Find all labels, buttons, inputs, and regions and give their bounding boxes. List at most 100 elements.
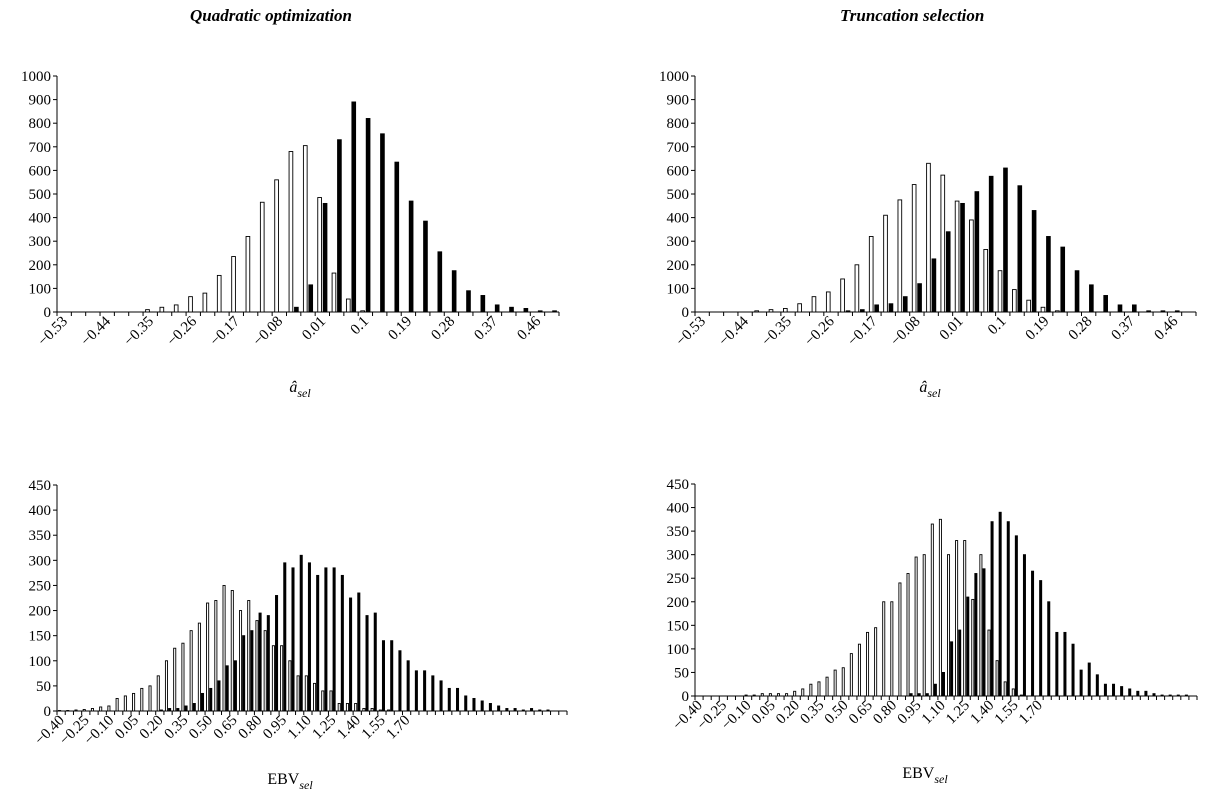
x-tick-label: 0.65 xyxy=(211,713,241,743)
bar-white xyxy=(897,199,903,313)
bar-white xyxy=(230,590,234,712)
bar-black xyxy=(1152,693,1156,697)
bar-black xyxy=(974,573,978,697)
bar-white xyxy=(231,256,236,313)
bar-black xyxy=(1112,683,1116,697)
bar-black xyxy=(439,680,443,712)
y-tick-label: 100 xyxy=(667,642,690,658)
bar-white xyxy=(216,274,222,313)
bar-black xyxy=(513,708,517,712)
bar-white xyxy=(321,690,325,712)
bar-white xyxy=(329,690,333,712)
bar-white xyxy=(214,600,218,712)
x-tick-label: 0.1 xyxy=(985,314,1010,339)
bar-black xyxy=(472,697,476,712)
bar-white xyxy=(107,705,111,712)
bar-black xyxy=(168,708,172,712)
bar-black xyxy=(1120,686,1124,697)
x-tick-label: 0.50 xyxy=(822,698,852,728)
bar-white xyxy=(370,708,374,712)
bar-black xyxy=(373,612,377,712)
bar-white xyxy=(188,296,193,313)
x-tick-label: 0.19 xyxy=(385,314,415,344)
bar-black xyxy=(1095,674,1099,697)
bar-black xyxy=(192,703,196,712)
bar-white xyxy=(302,145,308,313)
bar-black xyxy=(530,708,534,712)
bar-black xyxy=(275,595,279,712)
bar-white xyxy=(274,179,279,313)
bar-white xyxy=(247,600,251,712)
bar-white xyxy=(255,620,259,712)
bar-white xyxy=(99,706,103,712)
x-tick-label: −0.35 xyxy=(121,314,157,350)
x-tick-label: 0.37 xyxy=(1109,313,1139,343)
x-tick-label: 1.70 xyxy=(1016,698,1046,728)
bar-black xyxy=(1146,310,1151,313)
bar-black xyxy=(523,308,529,313)
x-tick-label: 0.20 xyxy=(137,713,167,743)
bar-white xyxy=(313,682,317,712)
bar-white xyxy=(140,687,144,712)
y-tick-label: 800 xyxy=(29,116,52,132)
bar-white xyxy=(825,676,829,697)
bar-black xyxy=(1079,669,1083,697)
bar-white xyxy=(222,584,226,712)
bar-black xyxy=(950,641,954,697)
bar-white xyxy=(296,675,300,712)
bar-white xyxy=(906,573,910,697)
bar-black xyxy=(283,562,287,712)
y-tick-label: 700 xyxy=(29,140,52,156)
bar-white xyxy=(911,184,917,313)
y-tick-label: 0 xyxy=(682,689,690,705)
x-tick-label: 0.46 xyxy=(514,313,544,343)
bar-black xyxy=(294,306,299,313)
x-tick-label: 1.40 xyxy=(334,713,364,743)
y-tick-label: 250 xyxy=(29,578,52,594)
y-tick-label: 150 xyxy=(29,629,52,645)
y-tick-label: 400 xyxy=(667,211,690,227)
bar-black xyxy=(316,574,320,712)
bar-black xyxy=(380,133,385,313)
bar-white xyxy=(987,629,991,697)
bar-white xyxy=(811,296,817,313)
bar-black xyxy=(931,258,937,313)
y-tick-label: 700 xyxy=(667,140,690,156)
bar-white xyxy=(345,298,351,313)
bar-black xyxy=(960,202,965,313)
x-axis-title-subscript: sel xyxy=(297,386,311,400)
x-tick-label: −0.26 xyxy=(164,313,200,349)
x-tick-label: 1.40 xyxy=(967,698,997,728)
x-tick-label: 0.80 xyxy=(235,713,265,743)
y-tick-label: 300 xyxy=(29,234,52,250)
bar-white xyxy=(345,703,349,712)
bar-black xyxy=(941,671,945,697)
bar-white xyxy=(995,660,999,697)
x-tick-label: 0.37 xyxy=(471,313,501,343)
bar-white xyxy=(776,693,780,697)
bar-black xyxy=(480,295,486,313)
bar-black xyxy=(1003,167,1008,313)
bar-black xyxy=(209,687,213,712)
bar-black xyxy=(307,562,311,712)
bar-black xyxy=(349,597,353,712)
bar-white xyxy=(378,709,382,712)
x-tick-label: 1.10 xyxy=(285,713,315,743)
x-tick-label: 0.95 xyxy=(895,698,925,728)
bar-white xyxy=(947,554,951,697)
y-tick-label: 300 xyxy=(667,548,690,564)
y-tick-label: 500 xyxy=(667,187,690,203)
bar-black xyxy=(933,683,937,697)
bar-white xyxy=(1003,681,1007,697)
bar-black xyxy=(365,615,369,712)
bar-black xyxy=(464,695,468,712)
x-tick-label: 0.35 xyxy=(797,698,827,728)
x-tick-label: 0.80 xyxy=(870,698,900,728)
y-tick-label: 200 xyxy=(667,595,690,611)
bar-black xyxy=(1046,236,1051,313)
y-tick-label: 400 xyxy=(29,503,52,519)
bar-black xyxy=(1184,694,1188,697)
bar-white xyxy=(785,693,789,697)
x-tick-label: 0.95 xyxy=(260,713,290,743)
x-tick-label: −0.53 xyxy=(35,314,71,350)
